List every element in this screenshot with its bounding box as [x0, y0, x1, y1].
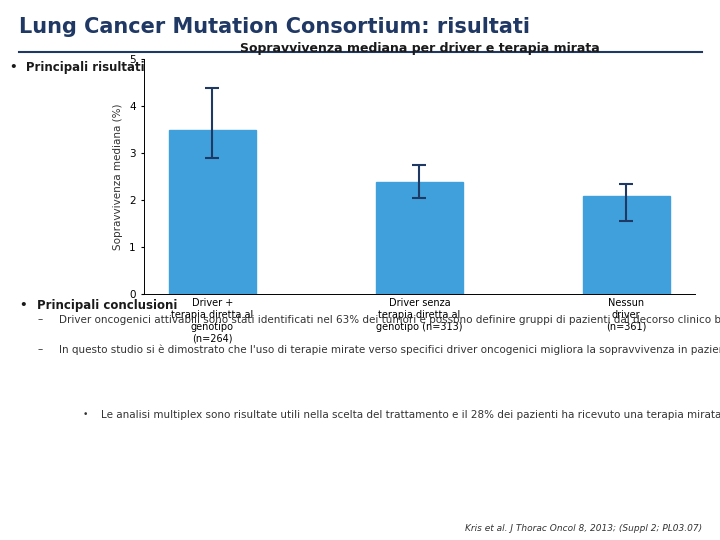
Text: –: –: [37, 345, 42, 354]
Text: •  Principali risultati (continua): • Principali risultati (continua): [10, 61, 217, 74]
Title: Sopravvivenza mediana per driver e terapia mirata: Sopravvivenza mediana per driver e terap…: [240, 43, 599, 56]
Text: •: •: [83, 410, 88, 419]
Text: In questo studio si è dimostrato che l'uso di terapie mirate verso specifici dri: In questo studio si è dimostrato che l'u…: [59, 345, 720, 355]
Text: –: –: [37, 315, 42, 325]
Text: •: •: [19, 299, 27, 312]
Text: Principali conclusioni: Principali conclusioni: [37, 299, 178, 312]
Bar: [583, 195, 670, 294]
Text: Kris et al. J Thorac Oncol 8, 2013; (Suppl 2; PL03.07): Kris et al. J Thorac Oncol 8, 2013; (Sup…: [465, 524, 702, 532]
Bar: [169, 130, 256, 294]
Text: Le analisi multiplex sono risultate utili nella scelta del trattamento e il 28% : Le analisi multiplex sono risultate util…: [101, 410, 720, 420]
Bar: [376, 181, 463, 294]
Text: Driver oncogenici attivabili sono stati identificati nel 63% dei tumori e posson: Driver oncogenici attivabili sono stati …: [59, 315, 720, 325]
Y-axis label: Sopravvivenza mediana (%): Sopravvivenza mediana (%): [114, 104, 124, 250]
Text: Lung Cancer Mutation Consortium: risultati: Lung Cancer Mutation Consortium: risulta…: [19, 17, 531, 37]
